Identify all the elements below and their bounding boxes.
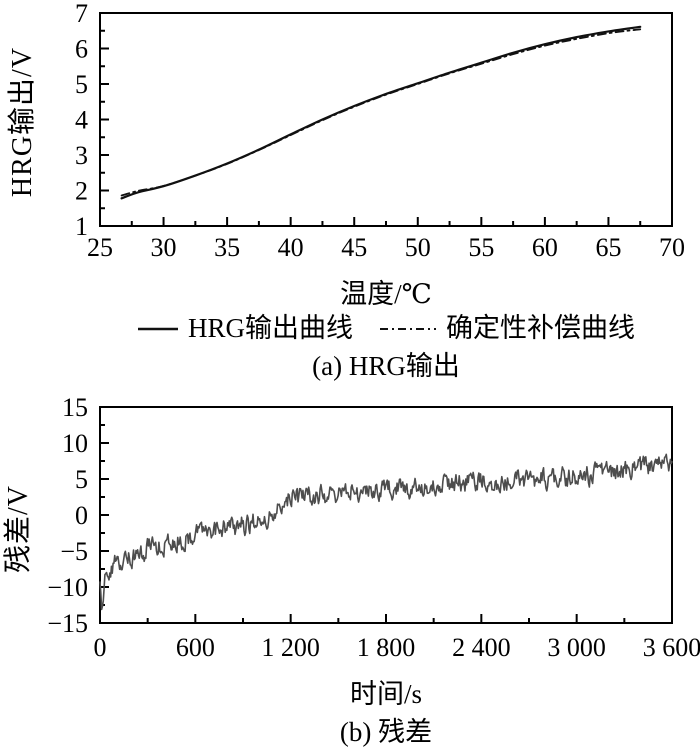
chart-a-x-axis-title: 温度/℃	[340, 279, 432, 309]
residual-y-tick-label: 15	[62, 393, 88, 422]
hrg-output-y-tick-label: 4	[75, 106, 88, 135]
solid-line-swatch-icon	[137, 310, 179, 341]
hrg-output-x-tick-label: 55	[468, 233, 494, 262]
chart-b-x-axis-title: 时间/s	[349, 679, 422, 709]
hrg-output-y-tick-label: 6	[75, 35, 88, 64]
residual-x-tick-label: 2 400	[452, 633, 511, 662]
hrg-output-curve	[120, 25, 642, 200]
chart-b-caption: (b) 残差	[339, 717, 433, 747]
residual-plot-box	[99, 406, 673, 624]
residual-x-tick-label: 1 800	[357, 633, 416, 662]
hrg-output-y-tick-label: 7	[75, 0, 88, 28]
residual-y-tick-label: −10	[47, 573, 88, 602]
hrg-output-x-tick-label: 50	[405, 233, 431, 262]
hrg-output-y-tick-label: 5	[75, 70, 88, 99]
chart-a-y-axis-title: HRG输出/V	[7, 46, 38, 198]
residual-x-tick-label: 3 600	[643, 633, 700, 662]
dashdot-line-swatch-icon	[379, 310, 437, 341]
residual-y-tick-label: 5	[75, 465, 88, 494]
residual-x-tick-label: 0	[94, 633, 107, 662]
residual-curve	[99, 453, 673, 611]
hrg-output-y-tick-label: 3	[75, 141, 88, 170]
residual-x-tick-label: 3 000	[547, 633, 606, 662]
chart-b-y-axis-title: 残差/V	[3, 484, 34, 574]
legend-label-hrg-output: HRG输出曲线	[187, 313, 353, 343]
residual-x-tick-label: 1 200	[261, 633, 320, 662]
chart-a-caption: (a) HRG输出	[312, 351, 460, 381]
compensation-curve	[120, 28, 642, 197]
hrg-output-x-tick-label: 60	[532, 233, 558, 262]
hrg-output-x-tick-label: 35	[214, 233, 240, 262]
hrg-output-x-tick-label: 40	[278, 233, 304, 262]
hrg-output-x-tick-label: 30	[151, 233, 177, 262]
residual-y-tick-label: −5	[60, 537, 88, 566]
residual-y-tick-label: −15	[47, 609, 88, 638]
legend-entry-hrg-output: HRG输出曲线	[137, 306, 353, 345]
hrg-output-y-tick-label: 1	[75, 212, 88, 241]
chart-residual: 0 600 1 200 1 800 2 400 3 000 3 600 −15 −10 −5 0 5 1…	[47, 393, 700, 662]
hrg-output-x-tick-label: 25	[87, 233, 113, 262]
hrg-output-y-tick-label: 2	[75, 177, 88, 206]
legend-label-compensation: 确定性补偿曲线	[446, 313, 635, 343]
hrg-output-plot-box	[99, 12, 673, 227]
residual-x-tick-label: 600	[176, 633, 215, 662]
residual-y-tick-label: 10	[62, 429, 88, 458]
hrg-output-x-tick-label: 70	[659, 233, 685, 262]
chart-a-legend: HRG输出曲线 确定性补偿曲线	[100, 306, 672, 345]
hrg-output-x-tick-label: 65	[595, 233, 621, 262]
legend-entry-compensation: 确定性补偿曲线	[379, 306, 635, 345]
residual-y-tick-label: 0	[75, 501, 88, 530]
hrg-output-x-tick-label: 45	[341, 233, 367, 262]
